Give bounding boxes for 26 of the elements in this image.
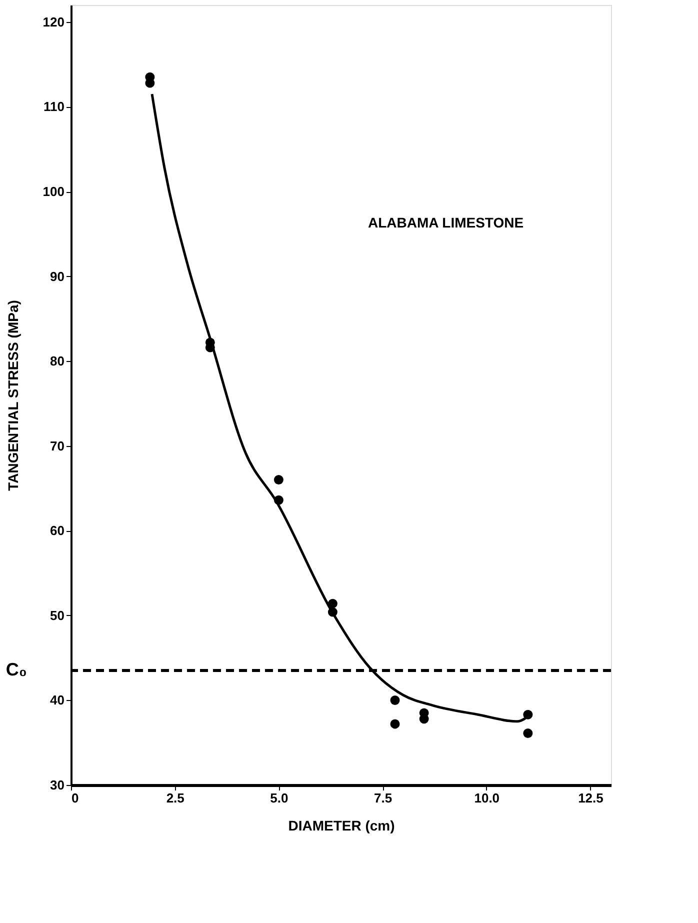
y-tick-label: 30 (50, 778, 64, 792)
x-tick-label: 2.5 (166, 790, 184, 806)
y-tick-label: 90 (50, 268, 64, 284)
y-tick-label: 40 (50, 692, 64, 708)
point (390, 719, 400, 729)
y-tick-label: 50 (50, 608, 64, 623)
point (523, 728, 533, 738)
point (145, 78, 155, 88)
y-tick-label: 110 (44, 99, 64, 114)
y-tick-label: 80 (50, 354, 64, 369)
point (274, 475, 284, 485)
x-tick-label: 12.5 (578, 790, 604, 806)
y-axis-title: TANGENTIAL STRESS (MPa) (4, 300, 21, 491)
y-tick-label: 100 (42, 184, 64, 200)
x-tick-label: 7.5 (374, 790, 392, 806)
y-tick-label: 120 (42, 14, 64, 30)
y-tick-label: 60 (50, 523, 64, 538)
x-axis-title: DIAMETER (cm) (288, 818, 395, 834)
x-tick-label: 5.0 (270, 790, 288, 806)
point (390, 695, 400, 705)
point (419, 714, 429, 724)
x-tick-label: 10.0 (474, 790, 500, 806)
y-tick-label: 70 (50, 438, 64, 454)
annotation: ALABAMA LIMESTONE (368, 214, 524, 230)
x-tick-label: 0 (72, 790, 79, 806)
ref-line-label: C₀ (6, 660, 27, 680)
